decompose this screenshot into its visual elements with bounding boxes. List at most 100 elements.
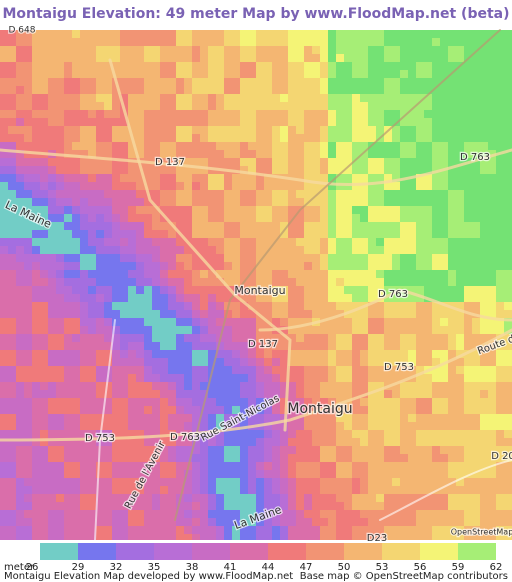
terrain-cell <box>296 358 304 366</box>
terrain-cell <box>152 406 160 414</box>
terrain-cell <box>392 86 400 94</box>
terrain-cell <box>304 254 312 262</box>
terrain-cell <box>168 262 176 270</box>
terrain-cell <box>320 118 328 126</box>
terrain-cell <box>312 134 320 142</box>
terrain-cell <box>208 174 216 182</box>
terrain-cell <box>80 342 88 350</box>
terrain-cell <box>104 86 112 94</box>
terrain-cell <box>440 198 448 206</box>
terrain-cell <box>160 102 168 110</box>
terrain-cell <box>480 190 488 198</box>
terrain-cell <box>384 86 392 94</box>
terrain-cell <box>64 174 72 182</box>
terrain-cell <box>160 454 168 462</box>
terrain-cell <box>248 262 256 270</box>
terrain-cell <box>312 222 320 230</box>
terrain-cell <box>368 158 376 166</box>
map-label: D 763 <box>460 152 490 163</box>
terrain-cell <box>64 494 72 502</box>
terrain-cell <box>120 294 128 302</box>
terrain-cell <box>152 366 160 374</box>
terrain-cell <box>496 46 504 54</box>
terrain-cell <box>304 310 312 318</box>
terrain-cell <box>384 470 392 478</box>
terrain-cell <box>408 270 416 278</box>
terrain-cell <box>288 230 296 238</box>
terrain-cell <box>472 30 480 38</box>
legend-value: 26 <box>26 562 39 573</box>
terrain-cell <box>456 486 464 494</box>
terrain-cell <box>448 126 456 134</box>
terrain-cell <box>480 254 488 262</box>
terrain-cell <box>440 318 448 326</box>
terrain-cell <box>360 486 368 494</box>
terrain-cell <box>352 182 360 190</box>
terrain-cell <box>160 198 168 206</box>
terrain-cell <box>328 158 336 166</box>
terrain-cell <box>480 30 488 38</box>
terrain-cell <box>48 70 56 78</box>
terrain-cell <box>24 302 32 310</box>
terrain-cell <box>152 78 160 86</box>
terrain-cell <box>120 318 128 326</box>
terrain-cell <box>96 398 104 406</box>
terrain-cell <box>24 254 32 262</box>
terrain-cell <box>40 182 48 190</box>
terrain-cell <box>488 454 496 462</box>
terrain-cell <box>88 350 96 358</box>
terrain-cell <box>400 94 408 102</box>
terrain-cell <box>72 278 80 286</box>
terrain-cell <box>256 470 264 478</box>
terrain-cell <box>504 78 512 86</box>
terrain-cell <box>408 86 416 94</box>
terrain-cell <box>192 70 200 78</box>
terrain-cell <box>80 414 88 422</box>
map-label: D 753 <box>384 362 414 373</box>
terrain-cell <box>224 214 232 222</box>
terrain-cell <box>336 198 344 206</box>
terrain-cell <box>192 62 200 70</box>
terrain-cell <box>416 110 424 118</box>
terrain-cell <box>472 326 480 334</box>
terrain-cell <box>320 462 328 470</box>
terrain-cell <box>144 238 152 246</box>
terrain-cell <box>80 526 88 534</box>
terrain-cell <box>464 126 472 134</box>
terrain-cell <box>128 238 136 246</box>
terrain-cell <box>272 102 280 110</box>
terrain-cell <box>256 158 264 166</box>
terrain-cell <box>72 342 80 350</box>
terrain-cell <box>144 54 152 62</box>
terrain-cell <box>408 382 416 390</box>
terrain-cell <box>232 454 240 462</box>
terrain-cell <box>400 190 408 198</box>
terrain-cell <box>312 46 320 54</box>
terrain-cell <box>208 406 216 414</box>
terrain-cell <box>160 62 168 70</box>
terrain-cell <box>72 534 80 540</box>
terrain-cell <box>264 86 272 94</box>
terrain-cell <box>40 390 48 398</box>
terrain-cell <box>168 214 176 222</box>
terrain-cell <box>408 358 416 366</box>
terrain-cell <box>88 294 96 302</box>
terrain-cell <box>296 374 304 382</box>
terrain-cell <box>224 278 232 286</box>
terrain-cell <box>8 278 16 286</box>
terrain-cell <box>360 46 368 54</box>
terrain-cell <box>472 350 480 358</box>
terrain-cell <box>200 198 208 206</box>
terrain-cell <box>496 158 504 166</box>
terrain-cell <box>456 38 464 46</box>
terrain-cell <box>128 358 136 366</box>
terrain-cell <box>120 94 128 102</box>
terrain-cell <box>120 342 128 350</box>
terrain-cell <box>0 278 8 286</box>
terrain-cell <box>144 286 152 294</box>
terrain-cell <box>112 374 120 382</box>
terrain-cell <box>168 406 176 414</box>
terrain-cell <box>248 62 256 70</box>
terrain-cell <box>56 318 64 326</box>
terrain-cell <box>504 526 512 534</box>
